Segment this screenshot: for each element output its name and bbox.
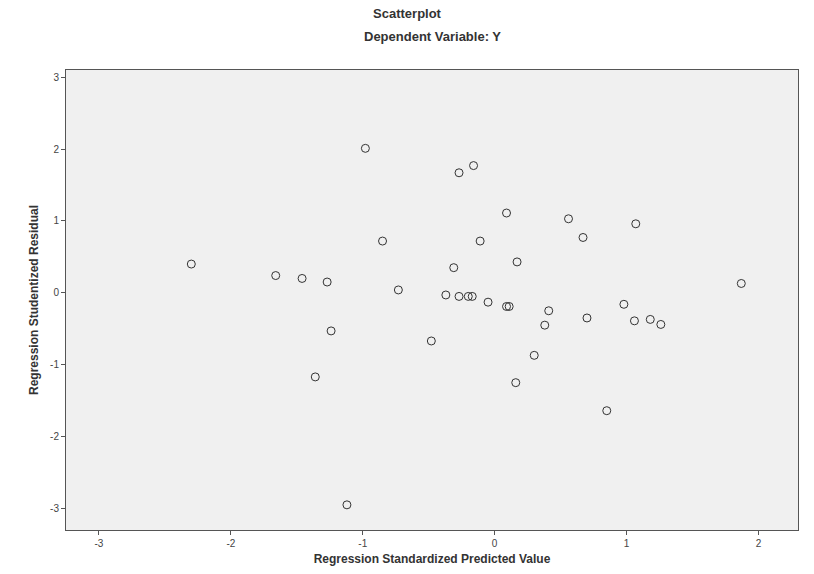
svg-text:-3: -3 [95, 538, 104, 549]
svg-text:Regression Standardized Predic: Regression Standardized Predicted Value [314, 552, 551, 566]
svg-text:Scatterplot: Scatterplot [373, 6, 442, 21]
svg-text:2: 2 [53, 144, 59, 155]
svg-text:2: 2 [756, 538, 762, 549]
svg-text:1: 1 [624, 538, 630, 549]
svg-text:0: 0 [53, 287, 59, 298]
svg-text:0: 0 [492, 538, 498, 549]
svg-text:Dependent Variable: Y: Dependent Variable: Y [364, 29, 501, 44]
svg-text:Regression Studentized Residua: Regression Studentized Residual [27, 205, 41, 395]
svg-text:-3: -3 [50, 503, 59, 514]
svg-text:3: 3 [53, 72, 59, 83]
svg-text:1: 1 [53, 215, 59, 226]
svg-text:-2: -2 [226, 538, 235, 549]
svg-text:-1: -1 [358, 538, 367, 549]
svg-text:-2: -2 [50, 431, 59, 442]
svg-text:-1: -1 [50, 359, 59, 370]
